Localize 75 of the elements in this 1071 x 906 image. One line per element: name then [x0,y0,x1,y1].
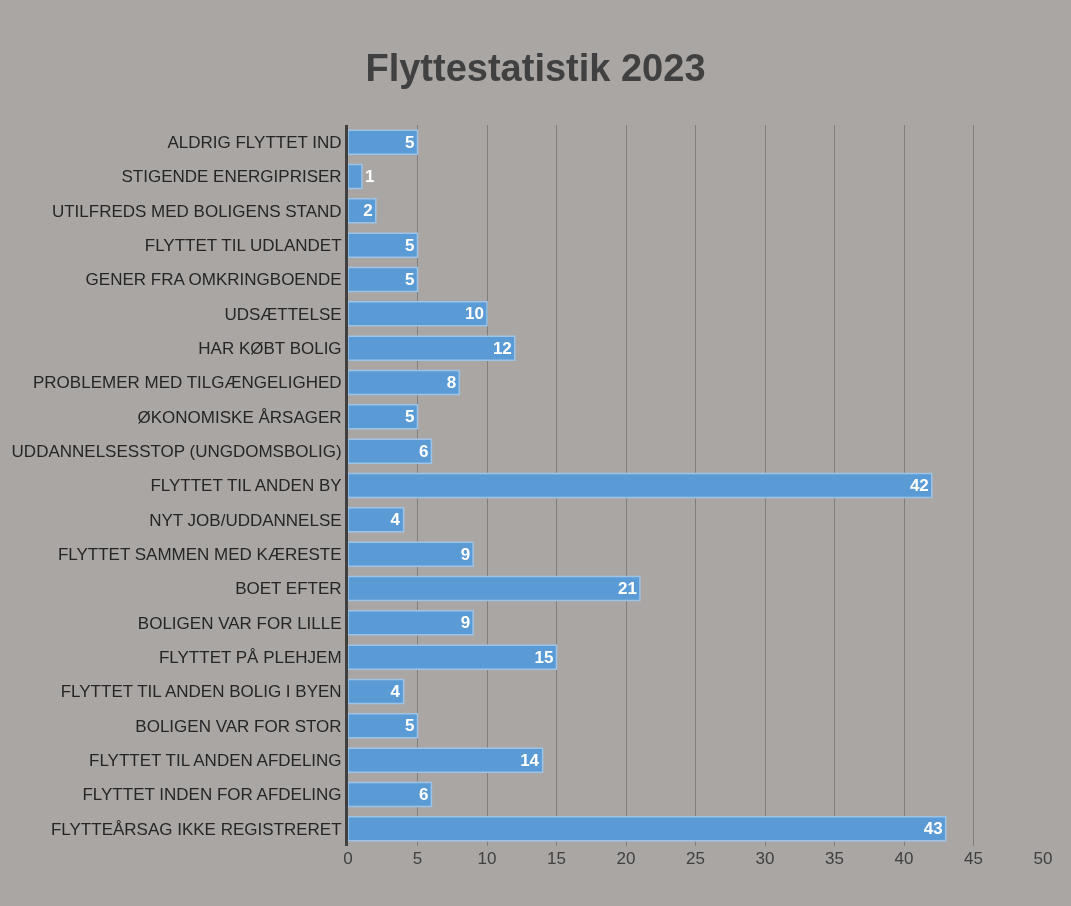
x-tick-label: 45 [964,849,983,868]
y-tick-label: STIGENDE ENERGIPRISER [121,167,342,187]
bar [348,575,641,602]
data-label: 15 [534,647,554,667]
data-label: 5 [405,716,415,736]
y-tick-label: FLYTTEÅRSAG IKKE REGISTRERET [50,819,342,839]
bar [348,507,405,533]
data-label: 4 [390,510,401,530]
data-label: 9 [460,544,471,564]
data-label: 1 [364,167,375,186]
y-tick-label: PROBLEMER MED TILGÆNGELIGHED [33,373,342,393]
y-tick-label: BOET EFTER [235,579,342,599]
chart-title: Flyttestatistik 2023 [365,46,706,89]
y-tick-label: UDSÆTTELSE [224,304,342,324]
data-label: 42 [909,476,929,495]
x-tick-label: 0 [343,849,353,868]
bar [348,678,405,705]
bar [348,335,516,361]
bar [348,232,419,258]
bar [348,747,544,773]
bar [348,713,419,739]
x-tick-label: 15 [547,849,566,868]
bar [348,301,488,327]
y-tick-label: FLYTTET INDEN FOR AFDELING [82,785,342,805]
bar [348,369,460,396]
x-tick-label: 30 [755,849,775,868]
data-label: 9 [460,613,471,633]
y-tick-label: FLYTTET TIL ANDEN BY [150,476,342,496]
y-tick-label: FLYTTET PÅ PLEHJEM [158,648,342,668]
y-tick-label: FLYTTET TIL ANDEN AFDELING [89,751,342,771]
bar [348,404,419,430]
x-tick-label: 40 [894,849,914,868]
y-tick-label: HAR KØBT BOLIG [198,339,342,359]
y-tick-label: FLYTTET TIL UDLANDET [144,236,342,256]
data-label: 2 [363,201,373,221]
data-label: 8 [446,373,457,392]
data-label: 43 [923,819,943,839]
bar [348,781,433,808]
y-tick-label: BOLIGEN VAR FOR STOR [135,716,342,736]
x-tick-label: 10 [477,849,497,868]
data-label: 5 [405,407,415,427]
bar [348,198,377,224]
data-label: 5 [405,132,415,152]
x-tick-label: 50 [1033,849,1053,868]
y-tick-label: UTILFREDS MED BOLIGENS STAND [51,201,342,221]
data-label: 6 [418,441,429,461]
x-tick-label: 5 [412,849,423,868]
data-label: 5 [405,235,415,255]
data-label: 5 [405,270,415,289]
y-tick-label: FLYTTET TIL ANDEN BOLIG I BYEN [60,682,342,702]
y-tick-label: ALDRIG FLYTTET IND [167,133,342,153]
bar [348,816,947,842]
bar [348,472,933,499]
y-tick-label: UDDANNELSESSTOP (UNGDOMSBOLIG) [11,442,342,462]
y-tick-label: FLYTTET SAMMEN MED KÆRESTE [57,545,342,565]
bar [348,610,474,636]
y-tick-label: BOLIGEN VAR FOR LILLE [137,613,342,633]
data-label: 6 [418,785,429,804]
data-label: 12 [492,338,512,358]
bar [348,266,419,293]
data-label: 10 [465,304,484,324]
y-tick-label: GENER FRA OMKRINGBOENDE [85,270,342,290]
data-label: 21 [617,579,637,598]
x-tick-label: 25 [686,849,705,868]
bar [348,541,474,567]
bar [348,438,433,464]
bar [348,129,419,155]
y-tick-label: ØKONOMISKE ÅRSAGER [137,407,342,427]
bar [348,163,363,190]
bar [348,644,558,670]
y-tick-label: NYT JOB/UDDANNELSE [149,510,342,530]
data-label: 14 [520,750,540,770]
x-tick-label: 35 [825,849,844,868]
x-tick-label: 20 [616,849,636,868]
data-label: 4 [390,682,401,701]
